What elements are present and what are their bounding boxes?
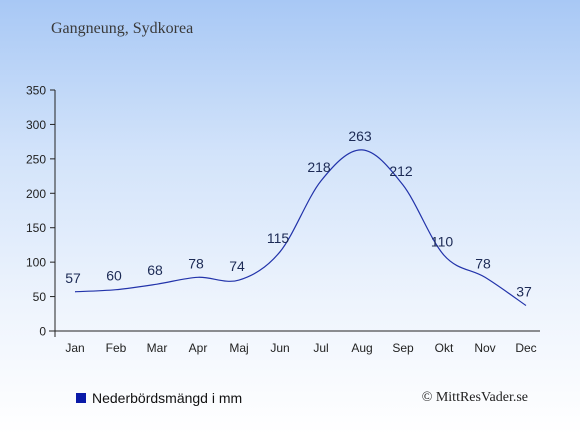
y-tick-label: 250 bbox=[26, 152, 46, 166]
series-line bbox=[74, 149, 527, 307]
data-label: 60 bbox=[106, 268, 122, 284]
data-label: 78 bbox=[475, 255, 491, 271]
x-tick-label: Sep bbox=[392, 341, 414, 355]
data-label: 68 bbox=[147, 262, 163, 278]
chart-title: Gangneung, Sydkorea bbox=[51, 20, 194, 37]
x-tick-label: Apr bbox=[189, 341, 208, 355]
x-tick-label: Feb bbox=[106, 341, 127, 355]
y-tick-label: 350 bbox=[26, 84, 46, 98]
x-tick-label: Dec bbox=[515, 341, 536, 355]
y-tick-label: 50 bbox=[33, 290, 47, 304]
axes: 0 50 100 150 200 250 300 350 Jan Feb Mar Apr Maj Jun J… bbox=[26, 84, 540, 355]
data-label: 37 bbox=[516, 284, 532, 300]
x-tick-label: Mar bbox=[147, 341, 168, 355]
x-tick-label: Maj bbox=[229, 341, 248, 355]
data-label: 78 bbox=[188, 255, 204, 271]
y-tick-label: 150 bbox=[26, 221, 46, 235]
x-tick-label: Nov bbox=[474, 341, 495, 355]
marks: 57 60 68 78 74 115 218 263 212 110 78 37 bbox=[65, 128, 532, 307]
data-label: 74 bbox=[229, 258, 245, 274]
legend: Nederbördsmängd i mm bbox=[76, 390, 242, 406]
data-label: 212 bbox=[389, 163, 413, 179]
legend-swatch bbox=[76, 393, 86, 403]
data-label: 110 bbox=[431, 233, 454, 249]
data-label: 57 bbox=[65, 270, 81, 286]
x-tick-label: Jan bbox=[65, 341, 84, 355]
legend-label: Nederbördsmängd i mm bbox=[92, 390, 243, 406]
x-tick-label: Jun bbox=[270, 341, 289, 355]
y-tick-label: 0 bbox=[39, 325, 46, 339]
x-tick-label: Aug bbox=[351, 341, 372, 355]
data-label: 263 bbox=[348, 128, 372, 144]
x-tick-label: Jul bbox=[313, 341, 328, 355]
data-label: 115 bbox=[267, 230, 290, 246]
data-label: 218 bbox=[307, 159, 331, 175]
y-tick-label: 200 bbox=[26, 187, 46, 201]
copyright-credit: © MittResVader.se bbox=[421, 390, 528, 405]
y-tick-label: 100 bbox=[26, 256, 46, 270]
y-tick-label: 300 bbox=[26, 118, 46, 132]
x-tick-label: Okt bbox=[435, 341, 454, 355]
